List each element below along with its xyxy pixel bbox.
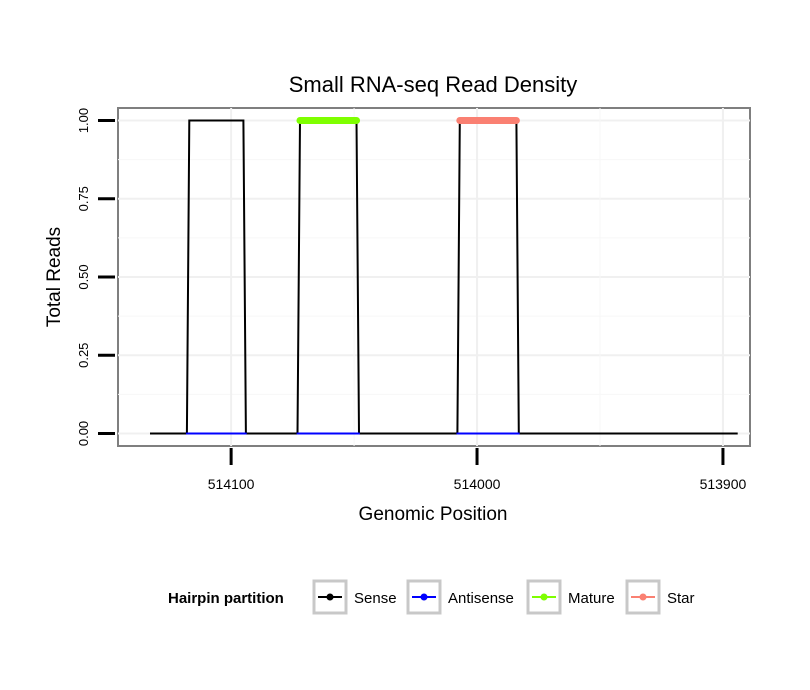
legend: Hairpin partition Sense Antisense Mature St…	[168, 579, 695, 615]
legend-label-mature: Mature	[568, 590, 615, 607]
y-tick-label: 0.75	[76, 186, 91, 211]
series-layer	[150, 117, 738, 435]
y-tick-label: 0.50	[76, 264, 91, 289]
x-tick-label: 514100	[208, 476, 255, 492]
legend-label-antisense: Antisense	[448, 590, 514, 607]
legend-dot-star	[639, 593, 647, 601]
legend-label-star: Star	[667, 590, 695, 607]
chart-title: Small RNA-seq Read Density	[289, 72, 578, 97]
y-axis-label: Total Reads	[44, 227, 65, 327]
legend-dot-sense	[326, 593, 334, 601]
y-tick-label: 1.00	[76, 108, 91, 133]
axes: 0.00 0.25 0.50 0.75 1.00 514100 514000 513900	[76, 108, 747, 492]
legend-label-sense: Sense	[354, 590, 397, 607]
legend-title: Hairpin partition	[168, 590, 284, 607]
x-tick-label: 513900	[700, 476, 747, 492]
x-axis-label: Genomic Position	[359, 504, 508, 525]
x-tick-label: 514000	[454, 476, 501, 492]
legend-dot-antisense	[420, 593, 428, 601]
y-tick-label: 0.25	[76, 343, 91, 368]
legend-dot-mature	[540, 593, 548, 601]
y-tick-label: 0.00	[76, 421, 91, 446]
